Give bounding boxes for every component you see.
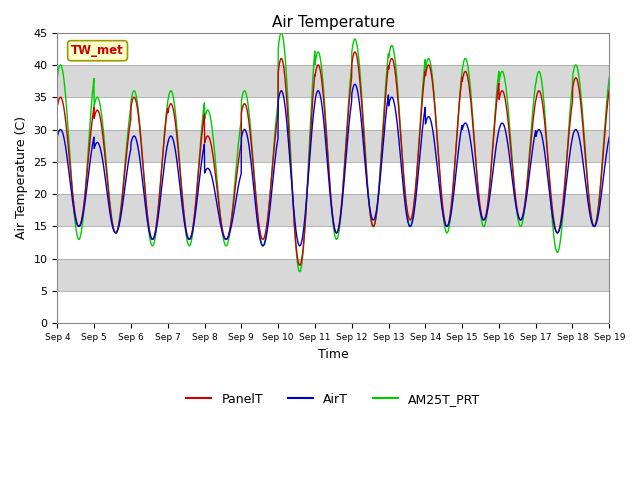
Text: TW_met: TW_met [71,44,124,57]
Bar [58,194,609,227]
Y-axis label: Air Temperature (C): Air Temperature (C) [15,117,28,240]
Bar [58,291,609,324]
Bar [58,97,609,130]
Bar [58,130,609,162]
Bar [58,33,609,65]
Bar [58,227,609,259]
Title: Air Temperature: Air Temperature [272,15,395,30]
Bar [58,259,609,291]
Bar [58,65,609,97]
Bar [58,162,609,194]
X-axis label: Time: Time [318,348,349,360]
Legend: PanelT, AirT, AM25T_PRT: PanelT, AirT, AM25T_PRT [182,388,485,411]
